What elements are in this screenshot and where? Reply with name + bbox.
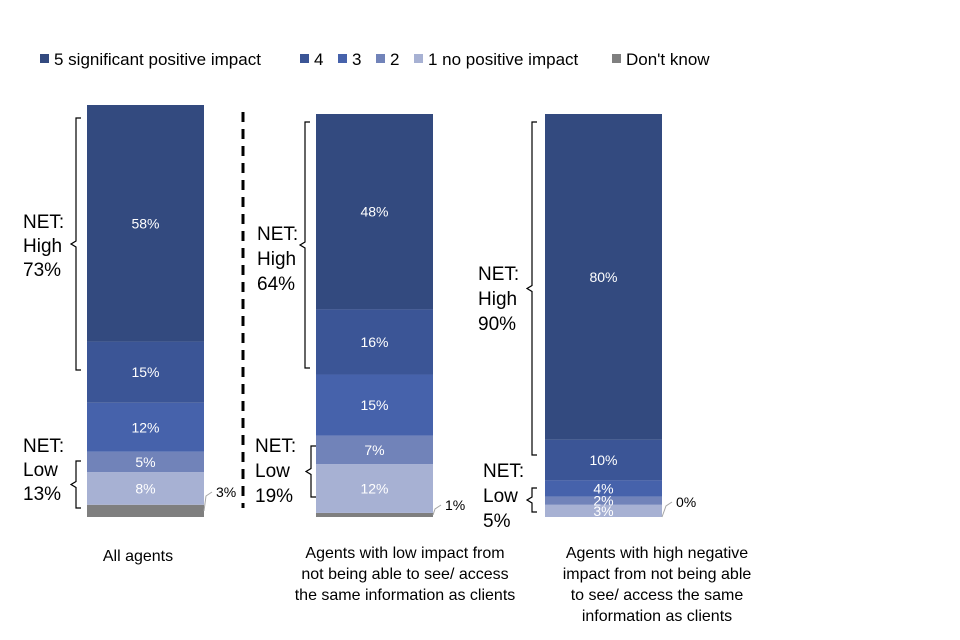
net-low-label: NET: <box>23 436 64 457</box>
legend-label: 2 <box>390 50 399 69</box>
net-low-brace <box>304 445 316 498</box>
category-labels: All agents Agents with low impact from not… <box>103 545 752 625</box>
net-high-label: 90% <box>478 314 516 335</box>
category-label: information as clients <box>582 608 732 625</box>
bar-segment <box>316 114 433 310</box>
data-label: 7% <box>364 442 384 458</box>
data-label: 8% <box>135 480 155 496</box>
legend-swatch <box>414 54 423 63</box>
net-low-label: NET: <box>255 436 296 457</box>
net-high-label: NET: <box>23 212 64 233</box>
data-label: 2% <box>593 493 613 509</box>
legend-label: 4 <box>314 50 323 69</box>
bar-segment <box>545 480 662 497</box>
legend-swatch <box>612 54 621 63</box>
net-high-label: High <box>23 236 62 257</box>
callout-line <box>661 501 673 518</box>
category-label: All agents <box>103 548 173 565</box>
net-low-label: 5% <box>483 511 511 532</box>
net-high-label: 73% <box>23 260 61 281</box>
callout-line <box>203 491 213 511</box>
bar-segment <box>87 402 204 452</box>
bar-segment <box>316 309 433 375</box>
net-low-label: NET: <box>483 461 524 482</box>
net-low-label: Low <box>255 461 290 482</box>
category-label: Agents with low impact from <box>305 545 504 562</box>
stacked-bars: 58% 15% 12% 5% 8% 3% 48% 16% 15% 7% 12% 1% 80% 10% 4%2… <box>87 105 696 519</box>
bar-segment <box>87 451 204 473</box>
data-label: 10% <box>589 452 617 468</box>
data-label: 5% <box>135 454 155 470</box>
net-high-label: High <box>257 249 296 270</box>
callout-line <box>432 504 442 516</box>
dont-know-label: 3% <box>216 484 236 500</box>
data-label: 15% <box>131 364 159 380</box>
bar-segment <box>87 341 204 403</box>
category-label: the same information as clients <box>295 587 516 604</box>
legend-swatch <box>40 54 49 63</box>
net-low-brace <box>69 460 81 509</box>
category-label: impact from not being able <box>563 566 752 583</box>
dont-know-label: 1% <box>445 497 465 513</box>
net-low-label: Low <box>483 486 518 507</box>
data-label: 58% <box>131 215 159 231</box>
category-label: Agents with high negative <box>566 545 748 562</box>
bar-segment <box>545 504 662 517</box>
legend-swatch <box>376 54 385 63</box>
legend: 5 significant positive impact 4 3 2 1 no pos… <box>40 50 710 69</box>
bar-segment <box>316 435 433 465</box>
legend-label: 5 significant positive impact <box>54 50 261 69</box>
bar-segment <box>316 512 433 517</box>
data-label: 12% <box>131 419 159 435</box>
net-high-label: NET: <box>478 264 519 285</box>
data-label: 12% <box>360 481 388 497</box>
legend-label: 1 no positive impact <box>428 50 579 69</box>
net-high-brace <box>69 117 81 371</box>
bar-segment <box>316 464 433 513</box>
net-high-label: NET: <box>257 224 298 245</box>
data-label: 4% <box>593 481 613 497</box>
bar-segment <box>545 439 662 481</box>
bar-segment <box>316 374 433 436</box>
net-high-brace <box>525 121 537 456</box>
net-low-brace <box>525 487 537 513</box>
category-label: not being able to see/ access <box>301 566 508 583</box>
bar-segment <box>545 114 662 440</box>
bar-segment <box>87 504 204 517</box>
data-label: 48% <box>360 204 388 220</box>
bar-segment <box>87 105 204 342</box>
net-low-label: 13% <box>23 484 61 505</box>
data-label: 15% <box>360 397 388 413</box>
dont-know-label: 0% <box>676 494 696 510</box>
category-label: to see/ access the same <box>571 587 744 604</box>
data-label: 80% <box>589 269 617 285</box>
legend-swatch <box>338 54 347 63</box>
bar-segment <box>545 496 662 505</box>
data-label: 3% <box>593 503 613 519</box>
net-annotations: NET: High 73% NET: Low 13% NET: High 64% NET: Low 1… <box>23 117 537 532</box>
net-high-label: High <box>478 289 517 310</box>
legend-label: Don't know <box>626 50 710 69</box>
legend-swatch <box>300 54 309 63</box>
legend-label: 3 <box>352 50 361 69</box>
data-label: 16% <box>360 334 388 350</box>
bar-segment <box>87 472 204 505</box>
net-low-label: Low <box>23 460 58 481</box>
net-high-label: 64% <box>257 274 295 295</box>
net-high-brace <box>298 121 310 369</box>
net-low-label: 19% <box>255 486 293 507</box>
